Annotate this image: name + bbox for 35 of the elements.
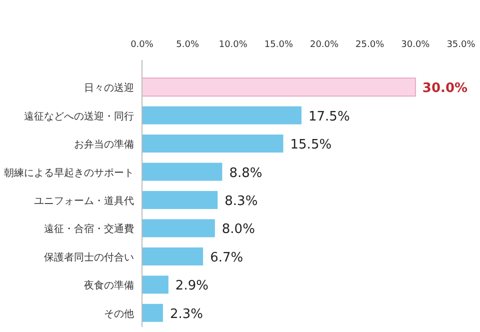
x-tick-label: 30.0% bbox=[401, 40, 430, 50]
x-tick-label: 35.0% bbox=[446, 40, 476, 50]
bar bbox=[142, 276, 168, 294]
y-tick-label: ユニフォーム・道具代 bbox=[34, 195, 134, 207]
x-tick-label: 25.0% bbox=[356, 40, 385, 50]
bar bbox=[142, 78, 416, 97]
data-label: 17.5% bbox=[308, 109, 350, 124]
y-tick-label: 日々の送迎 bbox=[84, 82, 134, 94]
bar bbox=[142, 219, 215, 238]
y-tick-label: お弁当の準備 bbox=[74, 138, 134, 151]
x-tick-label: 5.0% bbox=[176, 40, 200, 50]
y-tick-label: 朝練による早起きのサポート bbox=[4, 166, 134, 179]
data-label: 2.9% bbox=[175, 278, 208, 294]
data-label: 8.3% bbox=[224, 194, 258, 209]
data-label: 6.7% bbox=[210, 250, 244, 266]
x-tick-label: 10.0% bbox=[218, 40, 248, 50]
x-tick-label: 20.0% bbox=[310, 40, 340, 50]
bar bbox=[142, 191, 218, 209]
data-label: 15.5% bbox=[290, 138, 332, 153]
bar bbox=[142, 247, 204, 266]
x-tick-label: 15.0% bbox=[264, 40, 294, 50]
data-label: 30.0% bbox=[422, 81, 468, 96]
bar bbox=[142, 106, 302, 124]
y-tick-label: 遠征などへの送迎・同行 bbox=[24, 110, 134, 122]
bar bbox=[142, 162, 222, 181]
data-label: 2.3% bbox=[170, 306, 203, 322]
y-tick-label: その他 bbox=[104, 308, 134, 320]
bar bbox=[142, 134, 284, 153]
bar bbox=[142, 304, 163, 322]
x-tick-label: 0.0% bbox=[130, 40, 154, 50]
data-label: 8.0% bbox=[222, 222, 255, 238]
y-tick-label: 保護者同士の付合い bbox=[44, 251, 134, 264]
y-tick-label: 夜食の準備 bbox=[84, 280, 134, 292]
y-tick-label: 遠征・合宿・交通費 bbox=[44, 223, 134, 236]
data-label: 8.8% bbox=[229, 166, 262, 181]
